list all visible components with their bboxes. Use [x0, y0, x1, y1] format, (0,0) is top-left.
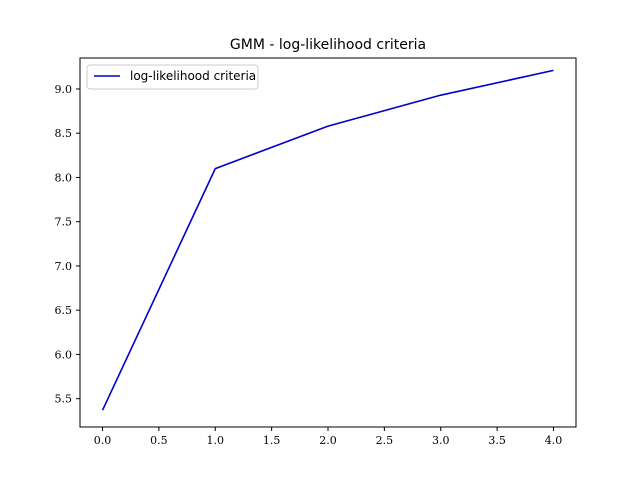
- series-layer: [101, 69, 554, 411]
- legend-label: log-likelihood criteria: [130, 69, 256, 83]
- y-tick-label: 8.0: [55, 171, 73, 184]
- x-tick-label: 3.0: [432, 434, 450, 447]
- y-tick-label: 7.0: [55, 260, 73, 273]
- x-tick-label: 2.0: [319, 434, 337, 447]
- x-tick-label: 1.0: [207, 434, 225, 447]
- y-tick-label: 5.5: [55, 393, 73, 406]
- x-tick-label: 0.0: [94, 434, 112, 447]
- y-tick-label: 6.5: [55, 304, 73, 317]
- y-tick-label: 7.5: [55, 216, 73, 229]
- x-axis: 0.0 0.5 1.0 1.5 2.0 2.5 3.0 3.5 4.0: [94, 427, 562, 447]
- x-tick-label: 2.5: [376, 434, 394, 447]
- y-tick-label: 8.5: [55, 127, 73, 140]
- legend: log-likelihood criteria: [86, 64, 259, 90]
- x-tick-label: 4.0: [545, 434, 563, 447]
- y-tick-label: 9.0: [55, 83, 73, 96]
- y-tick-label: 6.0: [55, 348, 73, 361]
- legend-box: [86, 64, 259, 90]
- chart-title: GMM - log-likelihood criteria: [230, 37, 426, 53]
- plot-frame: [79, 57, 577, 428]
- x-tick-label: 3.5: [488, 434, 506, 447]
- x-tick-label: 0.5: [150, 434, 168, 447]
- x-tick-label: 1.5: [263, 434, 281, 447]
- y-axis: 5.5 6.0 6.5 7.0 7.5 8.0 8.5 9.0: [55, 83, 80, 406]
- series-line: [101, 69, 554, 411]
